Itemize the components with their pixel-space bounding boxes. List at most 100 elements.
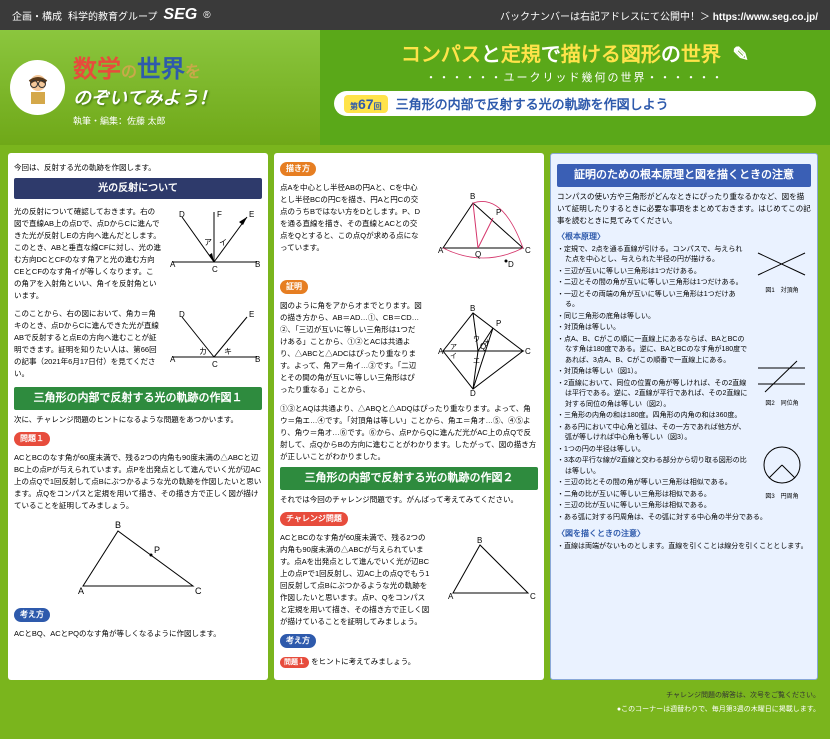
svg-text:C: C bbox=[525, 246, 531, 255]
issue-title: 三角形の内部で反射する光の軌跡を作図しよう bbox=[396, 94, 669, 113]
svg-text:B: B bbox=[470, 304, 475, 313]
c3-title: 証明のための根本原理と図を描くときの注意 bbox=[557, 164, 811, 187]
c1-h2: 三角形の内部で反射する光の軌跡の作図１ bbox=[14, 387, 262, 410]
svg-text:C: C bbox=[212, 360, 218, 369]
principle-item: 対頂角は等しい。 bbox=[557, 323, 811, 334]
column-3: 証明のための根本原理と図を描くときの注意 コンパスの使い方や三角形がどんなときに… bbox=[550, 153, 818, 680]
svg-text:D: D bbox=[508, 260, 514, 269]
svg-text:カ: カ bbox=[199, 347, 207, 356]
ct-d: で bbox=[541, 44, 561, 66]
column-2: 描き方 点Aを中心とし半径ABの円Aと、Cを中心とし半径BCの円Cを描き、円Aと… bbox=[274, 153, 544, 680]
c3-sub2: 〈図を描くときの注意〉 bbox=[557, 528, 811, 540]
svg-text:E: E bbox=[249, 210, 254, 219]
svg-text:A: A bbox=[438, 246, 444, 255]
svg-text:C: C bbox=[212, 265, 218, 274]
caution-list: 直線は両端がないものとします。直線を引くことは線分を引くこととします。 bbox=[557, 542, 811, 553]
svg-text:オ: オ bbox=[483, 339, 490, 347]
caution-item: 直線は両端がないものとします。直線を引くことは線分を引くこととします。 bbox=[557, 542, 811, 553]
c1-p1: 光の反射について確認しておきます。右の図で直線AB上の点Dで、点DからCに進んで… bbox=[14, 206, 161, 302]
ct-c: 定規 bbox=[501, 44, 541, 66]
c1-p5: ACとBQ、ACとPQのなす角が等しくなるように作図します。 bbox=[14, 628, 262, 640]
c2-p2: 図のように角をアからオまでとります。図の描き方から、AB＝AD…①、CB＝CD…… bbox=[280, 300, 422, 396]
title-k2: 学 bbox=[97, 56, 121, 83]
triangle-diagram-1: A B C P bbox=[14, 516, 262, 601]
svg-text:B: B bbox=[477, 536, 482, 545]
c2-p4: それでは今回のチャレンジ問題です。がんばって考えてみてください。 bbox=[280, 494, 538, 506]
avatar-icon bbox=[10, 60, 65, 115]
issue-number: 第67回 bbox=[344, 95, 388, 113]
svg-text:ア: ア bbox=[204, 238, 212, 247]
ct-a: コンパス bbox=[401, 44, 481, 66]
backnumber-text: バックナンバーは右記アドレスにて公開中！＞ bbox=[500, 12, 710, 23]
ct-b: と bbox=[481, 44, 501, 66]
author: 執筆・編集：佐藤 太郎 bbox=[73, 114, 216, 127]
principle-item: 三角形の内角の和は180度。四角形の内角の和は360度。 bbox=[557, 411, 811, 422]
tag-problem1: 問題１ bbox=[14, 432, 50, 446]
column-1: 今回は、反射する光の軌跡を作図します。 光の反射について 光の反射について確認し… bbox=[8, 153, 268, 680]
svg-text:B: B bbox=[115, 520, 121, 530]
svg-text:P: P bbox=[496, 208, 501, 217]
svg-text:D: D bbox=[470, 389, 476, 396]
c1-intro: 今回は、反射する光の軌跡を作図します。 bbox=[14, 162, 262, 174]
org-prefix: 企画・構成 bbox=[12, 8, 62, 23]
author-name: 佐藤 太郎 bbox=[127, 116, 166, 126]
c1-p3: 次に、チャレンジ問題のヒントになるような問題をあつかいます。 bbox=[14, 414, 262, 426]
svg-text:A: A bbox=[170, 260, 176, 269]
c3-sub1: 〈根本原理〉 bbox=[557, 231, 811, 243]
org-name: 科学的教育グループ bbox=[68, 8, 157, 23]
principle-item: 三辺の比が互いに等しい三角形は相似である。 bbox=[557, 501, 811, 512]
banner: 数学の世界を のぞいてみよう！ 執筆・編集：佐藤 太郎 コンパスと定規で描ける図… bbox=[0, 30, 830, 145]
reflection-diagram-1: AB C DE F アイ bbox=[167, 207, 262, 277]
header-right: バックナンバーは右記アドレスにて公開中！＞ https://www.seg.co… bbox=[500, 8, 818, 23]
footer: チャレンジ問題の解答は、次号をご覧ください。 bbox=[0, 688, 830, 702]
svg-text:イ: イ bbox=[219, 238, 227, 247]
svg-text:ア: ア bbox=[450, 343, 457, 351]
svg-text:C: C bbox=[195, 586, 202, 596]
c1-p4: ACとBCのなす角が60度未満で、残る2つの内角も90度未満の△ABCと辺BC上… bbox=[14, 452, 262, 512]
title-math: 数学の世界を のぞいてみよう！ 執筆・編集：佐藤 太郎 bbox=[73, 49, 216, 127]
reflection-diagram-2: AB C DE カキ bbox=[167, 309, 262, 371]
compass-title: コンパスと定規で描ける図形の世界 ✎ bbox=[334, 38, 816, 67]
svg-text:P: P bbox=[154, 545, 160, 555]
svg-text:A: A bbox=[448, 592, 454, 601]
title-k1: 数 bbox=[73, 56, 97, 83]
svg-text:B: B bbox=[255, 260, 260, 269]
svg-text:P: P bbox=[496, 319, 501, 328]
footer-l: チャレンジ問題の解答は、次号をご覧ください。 bbox=[666, 692, 820, 699]
tag-draw: 描き方 bbox=[280, 162, 316, 176]
reg-mark: ® bbox=[203, 10, 210, 21]
svg-text:A: A bbox=[438, 347, 444, 356]
url-link[interactable]: https://www.seg.co.jp/ bbox=[713, 12, 818, 23]
svg-text:A: A bbox=[170, 355, 176, 364]
c2-p3: ①③とAQは共通より、△ABQと△ADQはぴったり重なります。よって、角ウ＝角エ… bbox=[280, 403, 538, 463]
svg-text:エ: エ bbox=[473, 358, 480, 365]
c1-h1: 光の反射について bbox=[14, 178, 262, 199]
title-no: の bbox=[121, 64, 137, 81]
fig3: 図3 円周角 bbox=[753, 441, 811, 502]
issue-bar: 第67回 三角形の内部で反射する光の軌跡を作図しよう bbox=[334, 91, 816, 116]
prob-ref: 問題１ bbox=[280, 657, 309, 668]
svg-text:Q: Q bbox=[475, 250, 481, 259]
svg-text:B: B bbox=[255, 355, 260, 364]
principle-item: 同じ三角形の底角は等しい。 bbox=[557, 312, 811, 323]
header-left: 企画・構成 科学的教育グループ SEG ® bbox=[12, 6, 211, 24]
fig2: 図2 同位角 bbox=[753, 358, 811, 409]
svg-text:E: E bbox=[249, 310, 254, 319]
content-row: 今回は、反射する光の軌跡を作図します。 光の反射について 光の反射について確認し… bbox=[0, 145, 830, 688]
svg-text:ウ: ウ bbox=[473, 335, 480, 343]
tag-think2: 考え方 bbox=[280, 634, 316, 648]
c3-intro: コンパスの使い方や三角形がどんなときにぴったり重なるかなど、図を描いて証明したり… bbox=[557, 191, 811, 227]
euclid-sub: ・・・・・・ユークリッド幾何の世界・・・・・・ bbox=[334, 69, 816, 85]
svg-text:C: C bbox=[530, 592, 536, 601]
c2-p6: 問題１ をヒントに考えてみましょう。 bbox=[280, 654, 538, 671]
top-header: 企画・構成 科学的教育グループ SEG ® バックナンバーは右記アドレスにて公開… bbox=[0, 0, 830, 30]
tag-proof: 証明 bbox=[280, 280, 308, 294]
draw-diagram: A B C P Q D bbox=[428, 183, 538, 273]
seg-logo: SEG bbox=[163, 6, 197, 24]
author-label: 執筆・編集： bbox=[73, 116, 127, 126]
challenge-diagram: A B C bbox=[438, 533, 538, 608]
tag-challenge: チャレンジ問題 bbox=[280, 512, 348, 526]
title-sekai: 世界 bbox=[137, 56, 185, 83]
svg-text:B: B bbox=[470, 192, 475, 201]
title-wo: を bbox=[185, 64, 201, 81]
